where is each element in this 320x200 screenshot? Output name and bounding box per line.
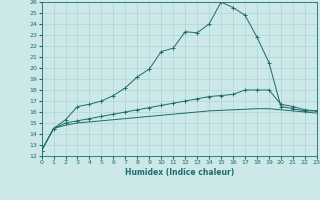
X-axis label: Humidex (Indice chaleur): Humidex (Indice chaleur) — [124, 168, 234, 177]
